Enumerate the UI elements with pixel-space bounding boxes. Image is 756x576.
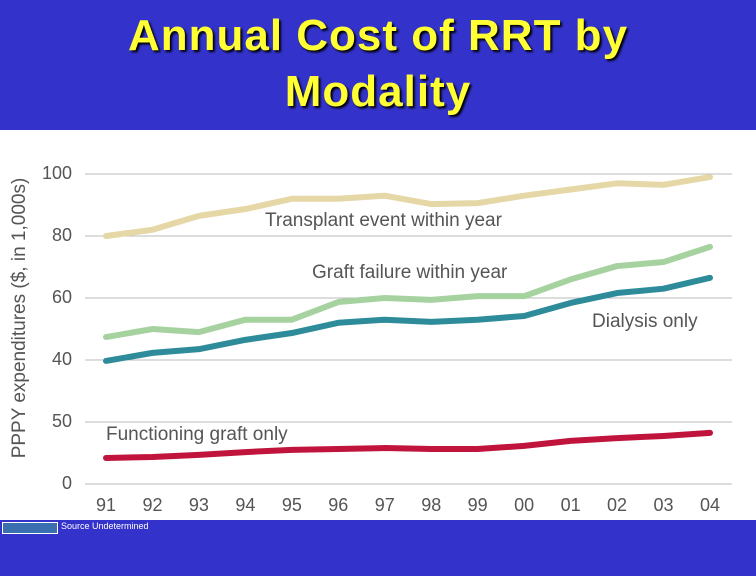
x-tick-label: 98 xyxy=(421,495,441,515)
series-label: Transplant event within year xyxy=(265,210,503,231)
x-tick-label: 92 xyxy=(142,495,162,515)
x-tick-label: 03 xyxy=(654,495,674,515)
title: Annual Cost of RRT by Modality xyxy=(127,11,629,116)
source: Source Undetermined xyxy=(61,521,149,531)
series-line xyxy=(103,429,713,461)
x-tick-label: 94 xyxy=(235,495,255,515)
x-tick-label: 93 xyxy=(189,495,209,515)
y-tick-label: 0 xyxy=(62,473,72,493)
x-tick-label: 00 xyxy=(514,495,534,515)
y-tick-label: 100 xyxy=(42,163,72,183)
y-tick-label: 40 xyxy=(52,349,72,369)
logo xyxy=(2,522,58,534)
x-tick-label: 96 xyxy=(328,495,348,515)
chart: PPPY expenditures ($, in 1,000s) 0 50 40 60… xyxy=(0,130,756,520)
y-axis-label: PPPY expenditures ($, in 1,000s) xyxy=(9,178,30,459)
x-tick-label: 91 xyxy=(96,495,116,515)
x-tick-label: 04 xyxy=(700,495,720,515)
series-label: Functioning graft only xyxy=(106,424,288,445)
series-label: Dialysis only xyxy=(592,311,698,332)
x-tick-label: 01 xyxy=(561,495,581,515)
series-line xyxy=(103,274,713,364)
y-tick-label: 80 xyxy=(52,225,72,245)
y-tick-label: 50 xyxy=(52,411,72,431)
series-line xyxy=(103,243,713,341)
x-tick-label: 95 xyxy=(282,495,302,515)
y-tick-label: 60 xyxy=(52,287,72,307)
series-label: Graft failure within year xyxy=(312,262,508,283)
series-line xyxy=(103,174,713,239)
x-tick-label: 97 xyxy=(375,495,395,515)
x-tick-label: 02 xyxy=(607,495,627,515)
x-tick-label: 99 xyxy=(468,495,488,515)
